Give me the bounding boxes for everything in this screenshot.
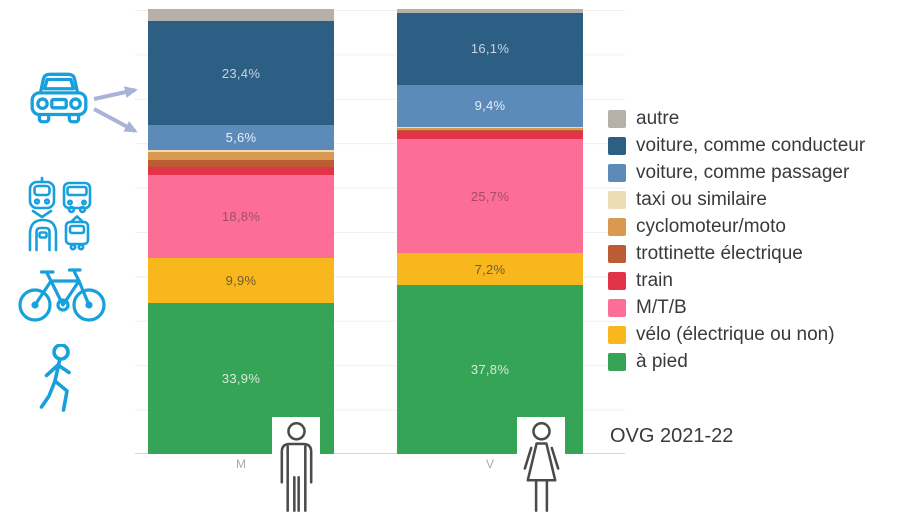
bar-segment[interactable] (397, 128, 583, 130)
bar-segment[interactable]: 25,7% (397, 138, 583, 254)
legend-swatch (608, 245, 626, 263)
legend-item-3[interactable]: taxi ou similaire (608, 189, 865, 211)
legend-item-8[interactable]: vélo (électrique ou non) (608, 324, 865, 346)
bar-segment[interactable] (148, 150, 334, 153)
segment-value-label: 9,4% (474, 98, 506, 114)
car-to-bar-arrows-icon (92, 78, 150, 144)
segment-value-label: 7,2% (474, 261, 506, 277)
legend-swatch (608, 191, 626, 209)
segment-value-label: 33,9% (221, 370, 261, 386)
segment-value-label: 23,4% (221, 65, 261, 81)
legend-item-7[interactable]: M/T/B (608, 297, 865, 319)
segment-value-label: 9,9% (225, 273, 257, 289)
segment-value-label: 18,8% (221, 209, 261, 225)
legend-item-2[interactable]: voiture, comme passager (608, 162, 865, 184)
bar-segment[interactable] (397, 129, 583, 131)
segment-value-label: 37,8% (470, 362, 510, 378)
stacked-bar-m: 23,4% 5,6% 18,8% 9,9% 33,9% (148, 9, 334, 454)
bar-segment[interactable] (148, 152, 334, 161)
bar-segment[interactable]: 18,8% (148, 174, 334, 259)
segment-value-label: 25,7% (470, 188, 510, 204)
female-figure-icon (518, 421, 565, 514)
public-transport-icons (26, 176, 94, 252)
legend-swatch (608, 218, 626, 236)
legend-label: voiture, comme passager (636, 162, 850, 183)
legend-item-0[interactable]: autre (608, 108, 865, 130)
source-note: OVG 2021-22 (610, 425, 734, 447)
bicycle-icon (16, 262, 108, 324)
legend-swatch (608, 164, 626, 182)
legend-swatch (608, 353, 626, 371)
segment-value-label: 16,1% (470, 41, 510, 57)
bar-segment[interactable]: 23,4% (148, 21, 334, 126)
legend-label: à pied (636, 351, 688, 372)
segment-value-label: 5,6% (225, 130, 257, 146)
legend-label: vélo (électrique ou non) (636, 324, 835, 345)
bar-segment[interactable]: 7,2% (397, 253, 583, 286)
axis-label-v: V (485, 457, 494, 471)
legend-item-1[interactable]: voiture, comme conducteur (608, 135, 865, 157)
bar-segment[interactable] (148, 160, 334, 168)
legend-label: trottinette électrique (636, 243, 803, 264)
pedestrian-icon (34, 344, 84, 418)
legend-item-6[interactable]: train (608, 270, 865, 292)
legend-swatch (608, 137, 626, 155)
legend-label: M/T/B (636, 297, 687, 318)
legend-swatch (608, 272, 626, 290)
legend-swatch (608, 110, 626, 128)
legend: autre voiture, comme conducteur voiture, c… (608, 108, 865, 378)
legend-item-5[interactable]: trottinette électrique (608, 243, 865, 265)
legend-swatch (608, 326, 626, 344)
bar-segment[interactable] (148, 167, 334, 175)
legend-swatch (608, 299, 626, 317)
legend-item-4[interactable]: cyclomoteur/moto (608, 216, 865, 238)
legend-label: cyclomoteur/moto (636, 216, 786, 237)
bar-segment[interactable]: 5,6% (148, 125, 334, 151)
bar-segment[interactable] (397, 130, 583, 139)
legend-label: taxi ou similaire (636, 189, 767, 210)
car-icon (26, 66, 92, 128)
bar-segment[interactable]: 9,9% (148, 258, 334, 303)
legend-label: autre (636, 108, 680, 129)
legend-label: voiture, comme conducteur (636, 135, 866, 156)
bar-segment[interactable]: 9,4% (397, 84, 583, 127)
bar-segment[interactable] (397, 9, 583, 13)
legend-item-9[interactable]: à pied (608, 351, 865, 373)
bar-segment[interactable]: 16,1% (397, 13, 583, 85)
axis-label-m: M (236, 457, 246, 471)
legend-label: train (636, 270, 673, 291)
stacked-bar-v: 16,1% 9,4% 25,7% 7,2% 37,8% (397, 9, 583, 454)
male-figure-icon (273, 421, 320, 514)
bar-segment[interactable] (148, 9, 334, 22)
bar-segment[interactable] (397, 126, 583, 129)
